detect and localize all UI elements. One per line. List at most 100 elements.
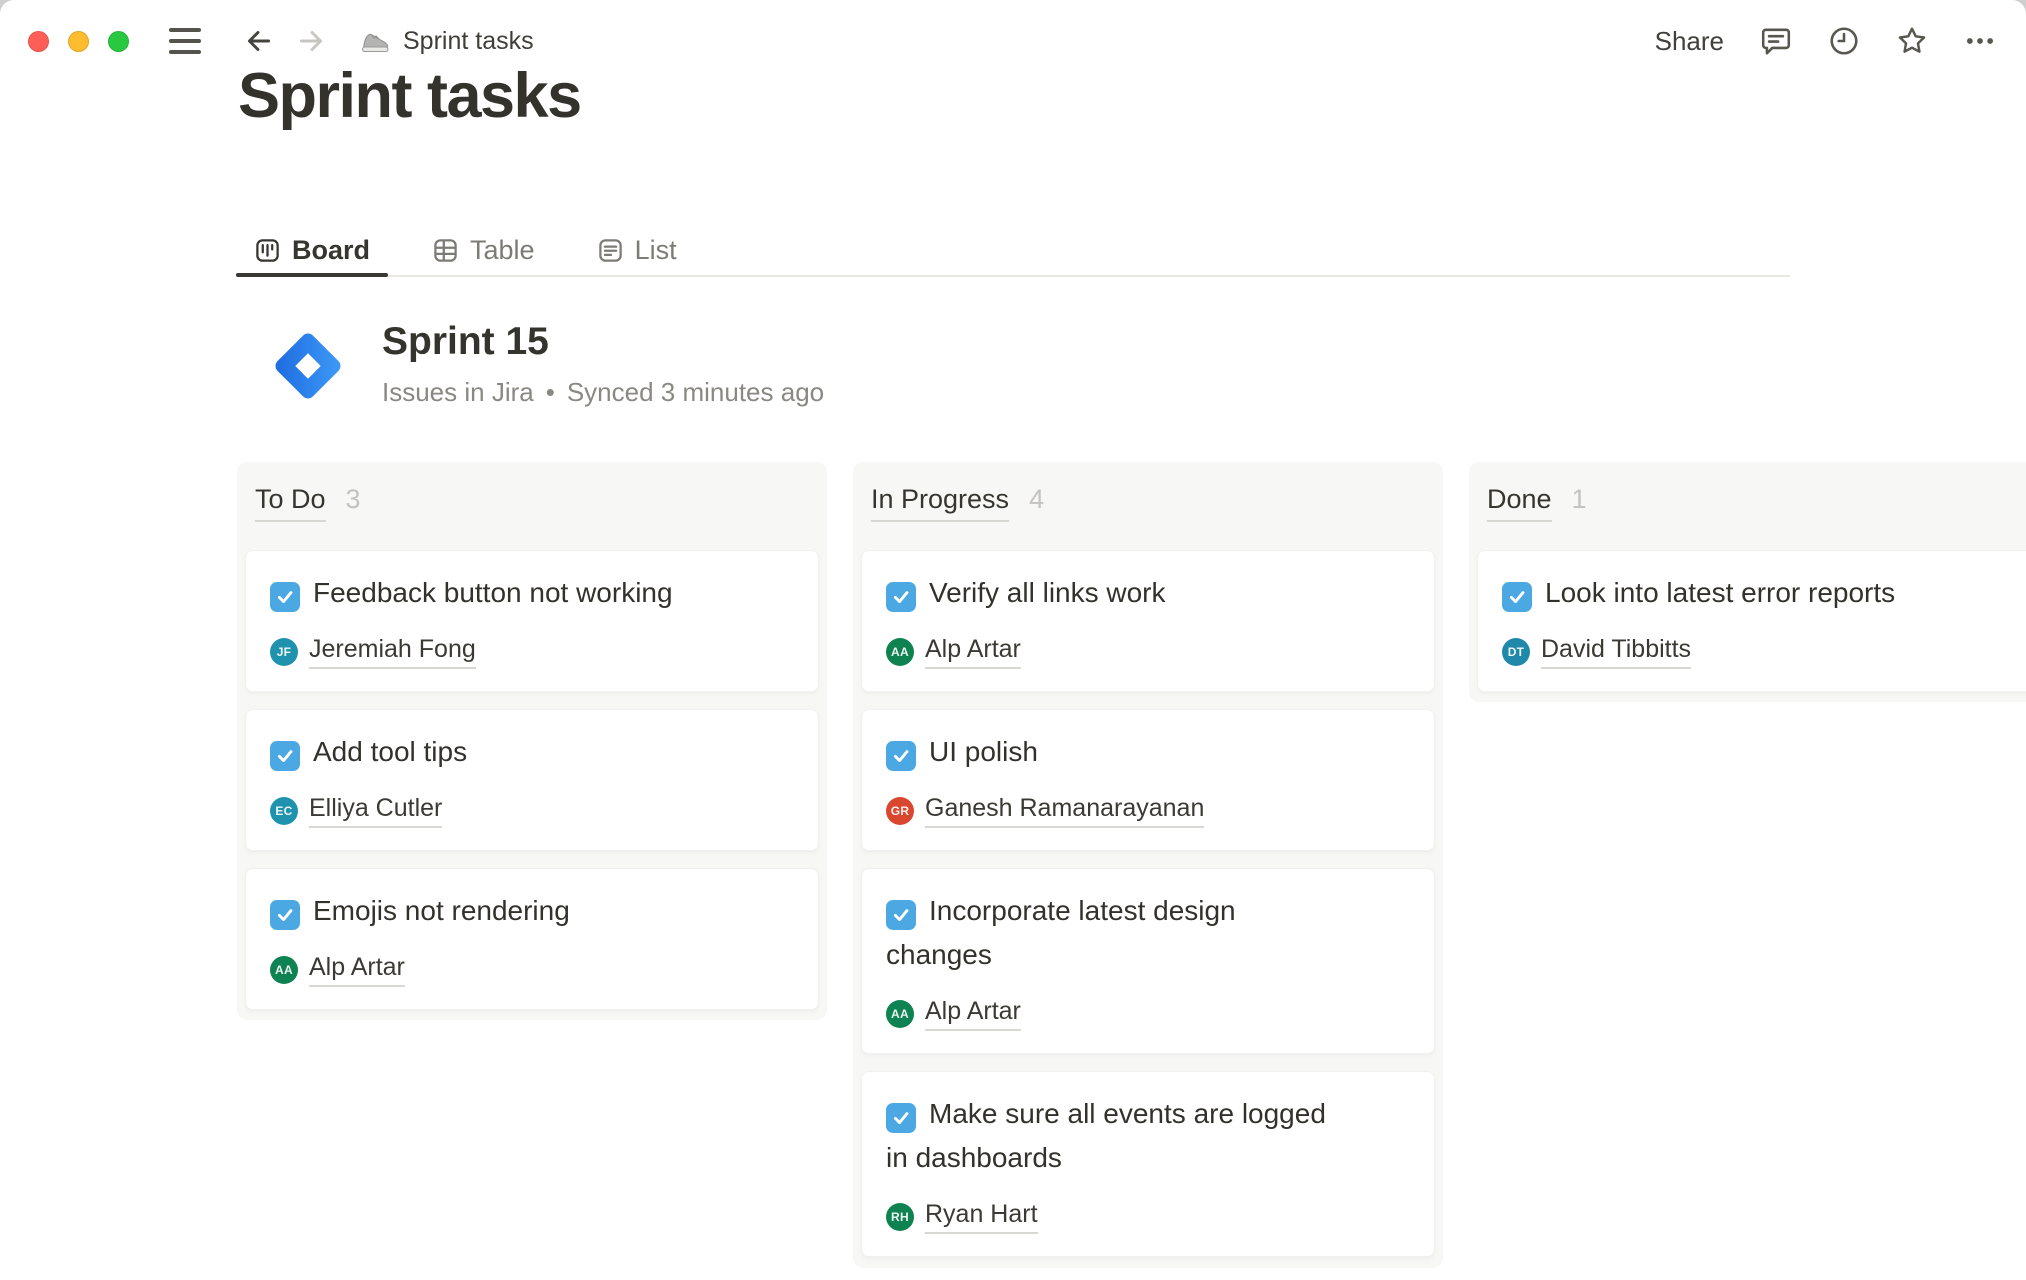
checked-checkbox[interactable] bbox=[270, 900, 300, 930]
task-title: Incorporate latest design changes bbox=[886, 895, 1236, 970]
checked-checkbox[interactable] bbox=[886, 741, 916, 771]
task-title: Look into latest error reports bbox=[1545, 577, 1896, 608]
tab-list-label: List bbox=[634, 235, 677, 265]
avatar: AA bbox=[886, 1000, 914, 1028]
table-view-icon bbox=[434, 239, 457, 262]
column-name[interactable]: To Do bbox=[255, 484, 326, 522]
checkmark-icon bbox=[277, 591, 293, 604]
checkmark-icon bbox=[893, 750, 909, 763]
tab-board-label: Board bbox=[292, 235, 371, 265]
assignee-name[interactable]: Elliya Cutler bbox=[309, 794, 443, 828]
dot-separator: • bbox=[545, 377, 555, 407]
column-header: Done 1 bbox=[1487, 484, 2026, 522]
assignee-row: AA Alp Artar bbox=[886, 635, 1410, 669]
breadcrumb[interactable]: Sprint tasks bbox=[359, 25, 534, 57]
task-title: UI polish bbox=[929, 736, 1038, 767]
column-header: In Progress 4 bbox=[871, 484, 1425, 522]
task-title: Add tool tips bbox=[313, 736, 468, 767]
more-ellipsis-icon[interactable] bbox=[1964, 25, 1996, 57]
share-button[interactable]: Share bbox=[1654, 25, 1724, 56]
column-done: Done 1 Look into latest error reports DT… bbox=[1469, 462, 2026, 702]
task-card[interactable]: Incorporate latest design changes AA Alp… bbox=[861, 868, 1435, 1054]
forward-arrow-icon bbox=[299, 31, 323, 51]
task-card[interactable]: Make sure all events are logged in dashb… bbox=[861, 1071, 1435, 1257]
favorite-star-icon[interactable] bbox=[1896, 25, 1928, 57]
database-title[interactable]: Sprint 15 bbox=[382, 320, 549, 363]
checked-checkbox[interactable] bbox=[886, 900, 916, 930]
tab-board[interactable]: Board bbox=[236, 224, 389, 277]
titlebar: Sprint tasks Share bbox=[0, 0, 2026, 82]
task-title-row: Add tool tips bbox=[270, 730, 722, 774]
assignee-name[interactable]: Ryan Hart bbox=[925, 1200, 1038, 1234]
assignee-row: AA Alp Artar bbox=[886, 997, 1410, 1031]
tab-list[interactable]: List bbox=[579, 224, 695, 277]
checked-checkbox[interactable] bbox=[1502, 582, 1532, 612]
checked-checkbox[interactable] bbox=[270, 582, 300, 612]
database-sync-status: Issues in Jira • Synced 3 minutes ago bbox=[382, 377, 824, 408]
assignee-name[interactable]: Ganesh Ramanarayanan bbox=[925, 794, 1205, 828]
tab-table[interactable]: Table bbox=[414, 224, 553, 277]
column-header: To Do 3 bbox=[255, 484, 809, 522]
view-tabs: Board Table List bbox=[236, 224, 1790, 277]
avatar: AA bbox=[886, 638, 914, 666]
avatar: RH bbox=[886, 1203, 914, 1231]
breadcrumb-page-title: Sprint tasks bbox=[403, 26, 534, 55]
linked-database-header: Sprint 15 Issues in Jira • Synced 3 minu… bbox=[258, 316, 824, 416]
database-source[interactable]: Issues in Jira bbox=[382, 377, 534, 407]
avatar: GR bbox=[886, 797, 914, 825]
task-card[interactable]: UI polish GR Ganesh Ramanarayanan bbox=[861, 709, 1435, 851]
minimize-button[interactable] bbox=[68, 30, 89, 52]
task-title: Make sure all events are logged in dashb… bbox=[886, 1098, 1326, 1173]
avatar: JF bbox=[270, 638, 298, 666]
task-title-row: Incorporate latest design changes bbox=[886, 889, 1338, 977]
task-title: Emojis not rendering bbox=[313, 895, 570, 926]
sneaker-page-icon bbox=[359, 25, 391, 57]
assignee-name[interactable]: Jeremiah Fong bbox=[309, 635, 476, 669]
task-card[interactable]: Feedback button not working JF Jeremiah … bbox=[245, 550, 819, 692]
list-view-icon bbox=[598, 239, 622, 262]
assignee-row: EC Elliya Cutler bbox=[270, 794, 794, 828]
assignee-row: GR Ganesh Ramanarayanan bbox=[886, 794, 1410, 828]
assignee-row: JF Jeremiah Fong bbox=[270, 635, 794, 669]
sidebar-toggle-icon[interactable] bbox=[169, 28, 201, 54]
task-title: Feedback button not working bbox=[313, 577, 673, 608]
task-title-row: Emojis not rendering bbox=[270, 889, 722, 933]
checkmark-icon bbox=[893, 1112, 909, 1125]
zoom-button[interactable] bbox=[108, 30, 129, 52]
assignee-name[interactable]: Alp Artar bbox=[925, 635, 1021, 669]
column-name[interactable]: In Progress bbox=[871, 484, 1010, 522]
forward-button[interactable] bbox=[293, 23, 329, 59]
column-to-do: To Do 3 Feedback button not working JF J… bbox=[237, 462, 827, 1020]
task-title-row: UI polish bbox=[886, 730, 1338, 774]
task-title: Verify all links work bbox=[929, 577, 1166, 608]
task-card[interactable]: Emojis not rendering AA Alp Artar bbox=[245, 868, 819, 1010]
column-name[interactable]: Done bbox=[1487, 484, 1552, 522]
checkmark-icon bbox=[1509, 591, 1525, 604]
column-count: 3 bbox=[345, 484, 361, 514]
updates-clock-icon[interactable] bbox=[1828, 25, 1860, 57]
window-controls bbox=[28, 30, 129, 52]
task-card[interactable]: Verify all links work AA Alp Artar bbox=[861, 550, 1435, 692]
checked-checkbox[interactable] bbox=[886, 582, 916, 612]
assignee-name[interactable]: David Tibbitts bbox=[1541, 635, 1692, 669]
checked-checkbox[interactable] bbox=[886, 1103, 916, 1133]
column-count: 4 bbox=[1029, 484, 1045, 514]
task-card[interactable]: Look into latest error reports DT David … bbox=[1477, 550, 2026, 692]
board-view-icon bbox=[256, 239, 279, 262]
close-button[interactable] bbox=[28, 30, 49, 52]
back-button[interactable] bbox=[241, 23, 277, 59]
checked-checkbox[interactable] bbox=[270, 741, 300, 771]
task-title-row: Feedback button not working bbox=[270, 571, 722, 615]
assignee-row: AA Alp Artar bbox=[270, 953, 794, 987]
assignee-row: RH Ryan Hart bbox=[886, 1200, 1410, 1234]
avatar: AA bbox=[270, 956, 298, 984]
titlebar-actions: Share bbox=[1655, 25, 1996, 57]
task-title-row: Verify all links work bbox=[886, 571, 1338, 615]
task-card[interactable]: Add tool tips EC Elliya Cutler bbox=[245, 709, 819, 851]
assignee-name[interactable]: Alp Artar bbox=[309, 953, 405, 987]
back-arrow-icon bbox=[247, 31, 271, 51]
comments-icon[interactable] bbox=[1760, 25, 1792, 57]
column-count: 1 bbox=[1571, 484, 1587, 514]
assignee-name[interactable]: Alp Artar bbox=[925, 997, 1021, 1031]
